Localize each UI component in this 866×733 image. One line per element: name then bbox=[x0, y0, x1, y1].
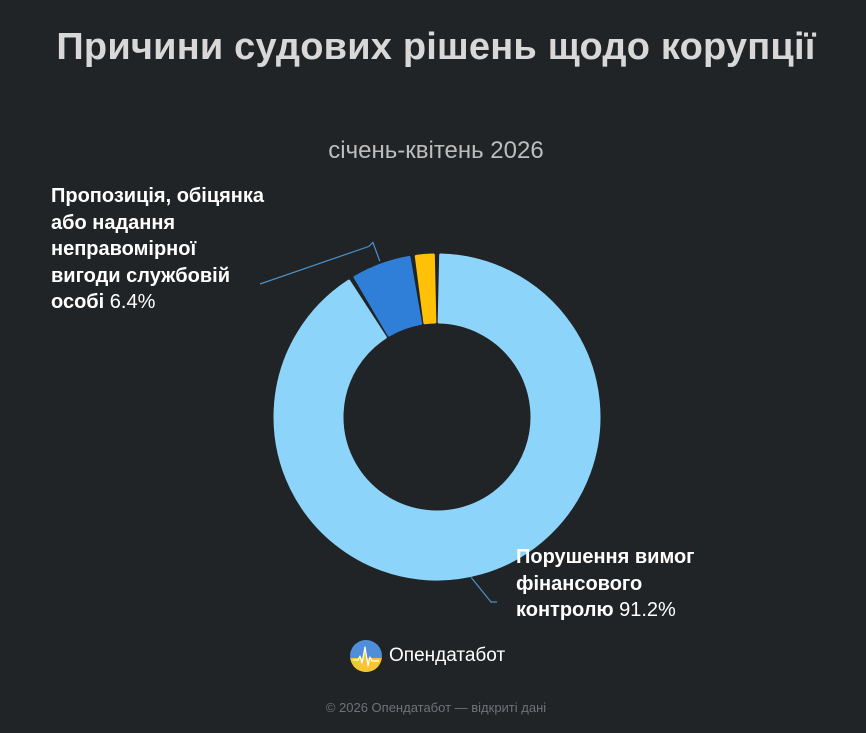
donut-slice-2 bbox=[414, 253, 437, 325]
footer-copyright: © 2026 Опендатабот — відкриті дані bbox=[325, 700, 547, 715]
leader-line-financial-control bbox=[470, 577, 497, 603]
slice-label-name: Пропозиція, обіцянка або надання неправо… bbox=[51, 185, 265, 313]
donut-slice-0 bbox=[273, 253, 601, 581]
slice-label-bribe-offer: Пропозиція, обіцянка або надання неправо… bbox=[51, 183, 266, 316]
opendatabot-logo-icon bbox=[350, 640, 382, 672]
chart-title: Причини судових рішень щодо корупції bbox=[56, 26, 816, 68]
chart-subtitle: січень-квітень 2026 bbox=[328, 137, 544, 164]
leader-line-bribe-offer bbox=[259, 241, 381, 285]
slice-label-name: Порушення вимог фінансового контролю bbox=[516, 546, 695, 621]
slice-label-percent: 91.2% bbox=[619, 599, 676, 621]
slice-label-percent: 6.4% bbox=[109, 291, 156, 313]
brand-logo: Опендатабот bbox=[349, 639, 505, 673]
slice-label-financial-control: Порушення вимог фінансового контролю 91.… bbox=[516, 544, 716, 624]
brand-name: Опендатабот bbox=[389, 645, 506, 666]
donut-slice-1 bbox=[353, 255, 423, 337]
